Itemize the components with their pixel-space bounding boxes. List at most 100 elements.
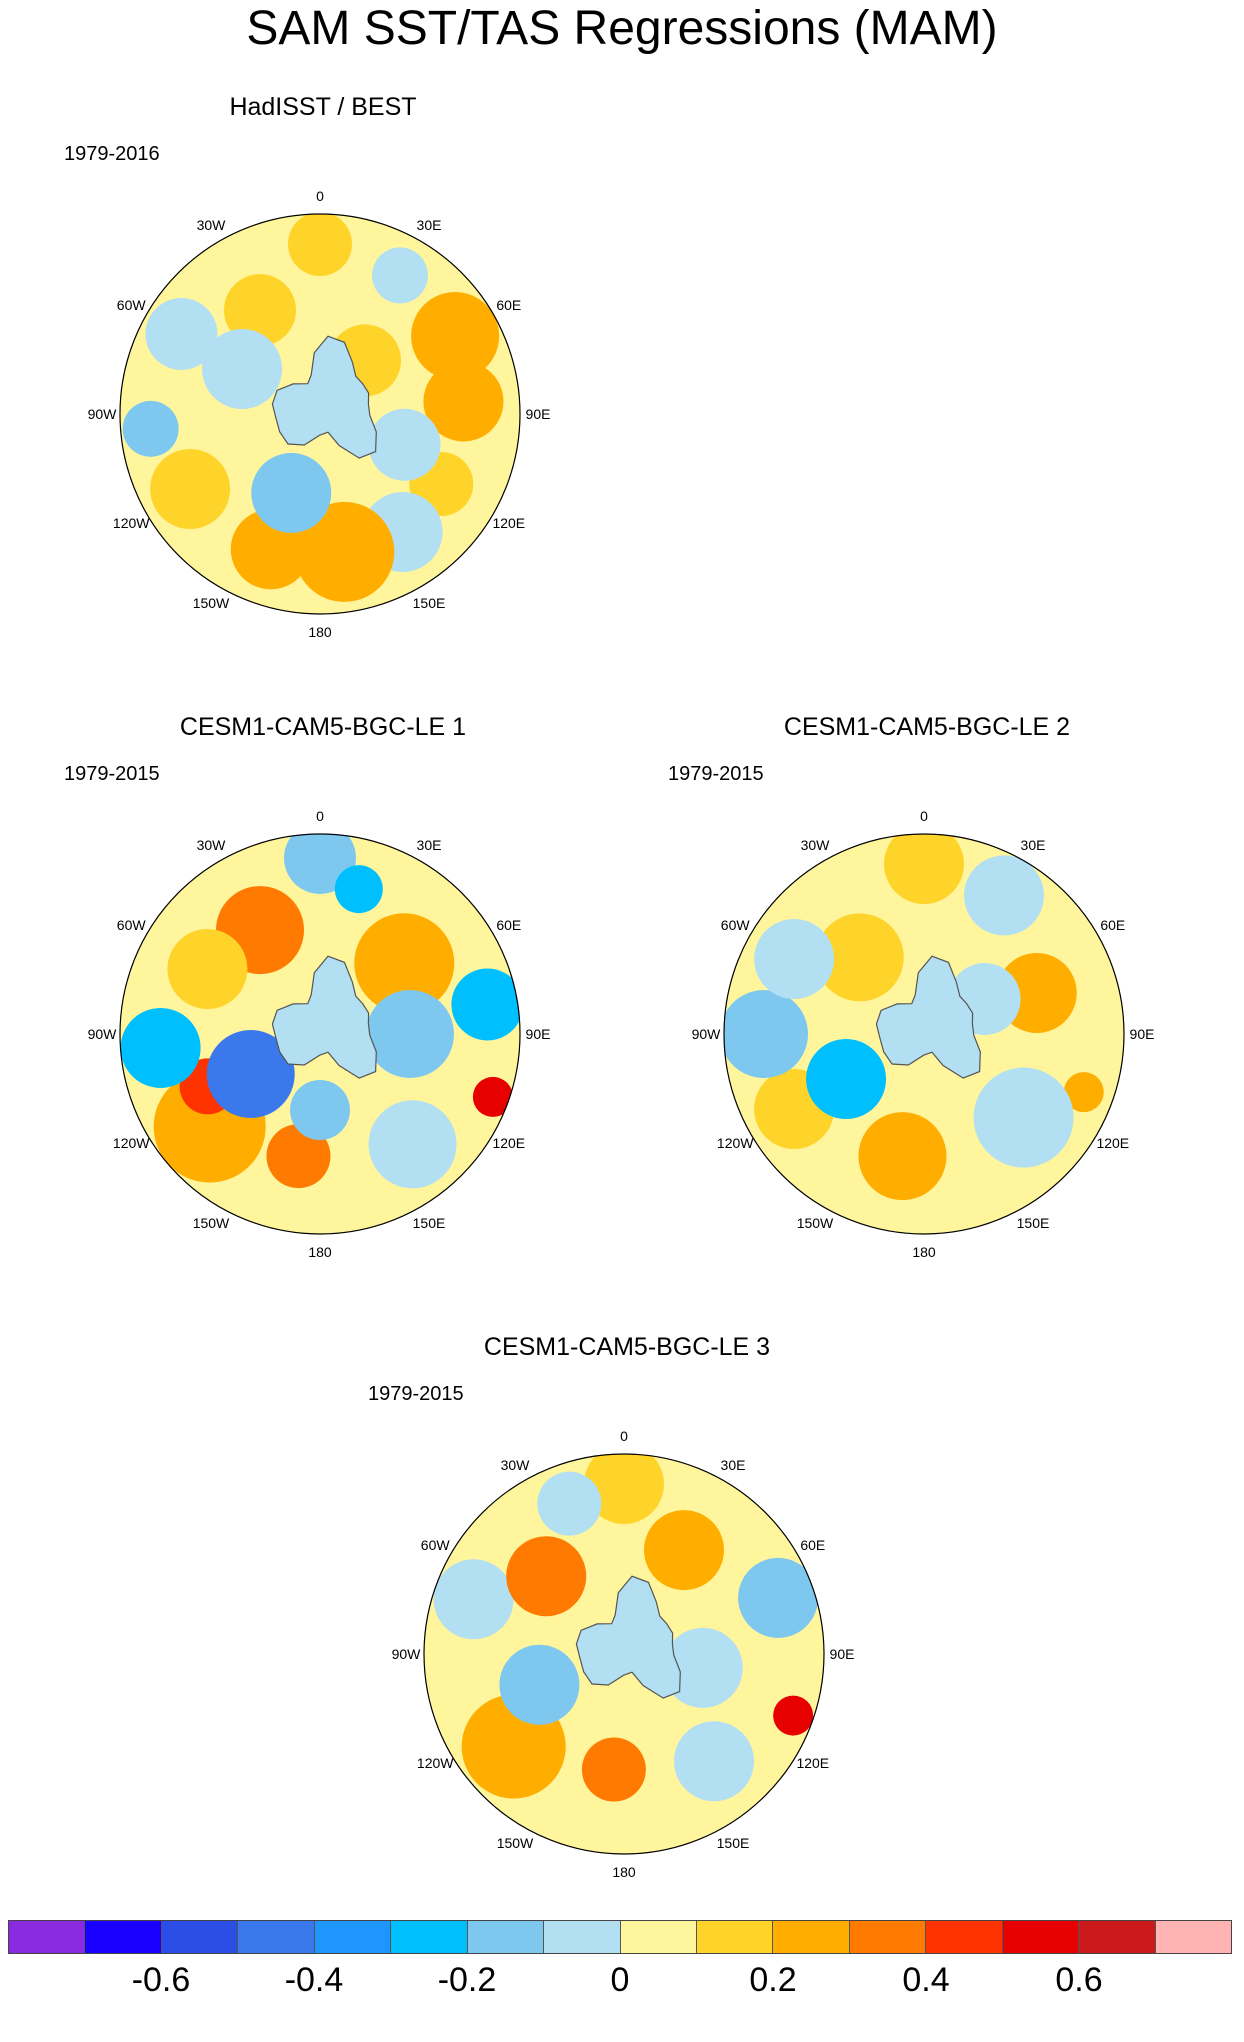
colorbar-tick-label: -0.6 [131, 1961, 191, 1999]
regression-anomaly-region [290, 1080, 350, 1140]
regression-anomaly-region [499, 1644, 580, 1725]
longitude-label: 30W [197, 837, 227, 853]
colorbar-swatch [9, 1921, 86, 1953]
longitude-label: 90E [526, 406, 551, 422]
longitude-label: 90W [692, 1026, 722, 1042]
longitude-label: 120E [492, 1135, 525, 1151]
regression-anomaly-region [773, 1695, 814, 1736]
longitude-label: 0 [316, 808, 324, 824]
longitude-label: 180 [612, 1864, 636, 1880]
regression-anomaly-region [858, 1112, 947, 1201]
regression-anomaly-region [537, 1471, 602, 1536]
panel-title: CESM1-CAM5-BGC-LE 2 [783, 713, 1071, 741]
panel-period: 1979-2015 [368, 1383, 464, 1405]
longitude-label: 60E [800, 1537, 825, 1553]
regression-anomaly-region [506, 1536, 587, 1617]
regression-anomaly-region [150, 449, 231, 529]
regression-anomaly-region [815, 913, 904, 1002]
regression-anomaly-region [334, 865, 383, 914]
antarctica-coastline [575, 1575, 681, 1699]
regression-anomaly-region [411, 292, 500, 380]
colorbar-swatch [1155, 1921, 1231, 1953]
regression-anomaly-region [673, 1721, 754, 1802]
longitude-label: 120W [417, 1755, 454, 1771]
colorbar-swatch [544, 1921, 621, 1953]
colorbar-swatch [1079, 1921, 1156, 1953]
colorbar-swatch [620, 1921, 697, 1953]
colorbar-tick-label: 0.6 [1055, 1961, 1103, 1999]
regression-anomaly-region [1063, 1072, 1104, 1113]
colorbar [8, 1920, 1232, 1954]
longitude-label: 90E [1130, 1026, 1155, 1042]
longitude-label: 150W [193, 595, 230, 611]
longitude-label: 0 [920, 808, 928, 824]
colorbar-tick-label: -0.2 [437, 1961, 497, 1999]
panel-period: 1979-2015 [64, 763, 160, 785]
map-boundary [119, 833, 521, 1235]
regression-anomaly-region [120, 1007, 201, 1088]
regression-anomaly-region [167, 929, 248, 1009]
longitude-label: 120W [717, 1135, 754, 1151]
map-panel-hadisst-best: HadISST / BEST 1979-2016 0 30E 60E 90E 120E 1… [58, 92, 618, 732]
regression-anomaly-region [724, 990, 808, 1078]
colorbar-swatch [849, 1921, 927, 1953]
longitude-label: 60W [721, 917, 751, 933]
colorbar-swatch [773, 1921, 850, 1953]
regression-anomaly-region [964, 855, 1044, 936]
map-panel-le-1: CESM1-CAM5-BGC-LE 1 1979-2015 0 30E 60E 90E… [58, 712, 618, 1352]
regression-anomaly-region [284, 834, 356, 894]
panel-title: HadISST / BEST [229, 93, 417, 121]
longitude-label: 180 [308, 1244, 332, 1260]
regression-anomaly-region [122, 400, 179, 457]
polar-map: 0 30E 60E 90E 120E 150E 180 150W 120W 90W 60W 30W [692, 808, 1155, 1260]
regression-anomaly-region [368, 1100, 457, 1189]
figure-title: SAM SST/TAS Regressions (MAM) [246, 2, 998, 55]
panel-title: CESM1-CAM5-BGC-LE 3 [483, 1333, 771, 1361]
regression-anomaly-region [366, 990, 454, 1078]
longitude-label: 150E [413, 595, 446, 611]
longitude-label: 60W [117, 917, 147, 933]
longitude-label: 150W [497, 1835, 534, 1851]
colorbar-swatch [467, 1921, 545, 1953]
colorbar-swatch [1002, 1921, 1080, 1953]
longitude-label: 150E [413, 1215, 446, 1231]
longitude-label: 120E [796, 1755, 829, 1771]
regression-anomaly-region [224, 274, 296, 347]
regression-anomaly-region [662, 1627, 743, 1708]
regression-anomaly-region [368, 408, 441, 481]
longitude-label: 150E [1017, 1215, 1050, 1231]
longitude-label: 90W [392, 1646, 422, 1662]
colorbar-swatch [314, 1921, 392, 1953]
map-boundary [723, 833, 1125, 1235]
map-boundary [119, 213, 521, 615]
antarctica-coastline [271, 955, 377, 1079]
regression-anomaly-region [294, 501, 395, 602]
longitude-label: 120E [1096, 1135, 1129, 1151]
longitude-label: 30W [801, 837, 831, 853]
colorbar-swatch [926, 1921, 1003, 1953]
longitude-label: 180 [308, 624, 332, 640]
colorbar-swatch [238, 1921, 315, 1953]
longitude-label: 30W [197, 217, 227, 233]
regression-anomaly-region [581, 1737, 646, 1802]
longitude-label: 30E [417, 217, 442, 233]
longitude-label: 60E [496, 917, 521, 933]
longitude-label: 180 [912, 1244, 936, 1260]
regression-anomaly-region [202, 329, 283, 409]
regression-anomaly-region [451, 968, 520, 1041]
longitude-label: 90E [526, 1026, 551, 1042]
longitude-label: 90E [830, 1646, 855, 1662]
colorbar-labels: -0.6 -0.4 -0.2 0 0.2 0.4 0.6 [0, 1960, 1244, 2010]
polar-map: 0 30E 60E 90E 120E 150E 180 150W 120W 90W 60W 30W [392, 1428, 855, 1880]
regression-anomaly-region [354, 913, 455, 1014]
regression-anomaly-region [754, 919, 835, 999]
longitude-label: 120W [113, 515, 150, 531]
regression-anomaly-region [145, 298, 218, 370]
colorbar-tick-label: -0.4 [284, 1961, 344, 1999]
colorbar-tick-label: 0.4 [902, 1961, 950, 1999]
panel-period: 1979-2015 [668, 763, 764, 785]
colorbar-swatch [391, 1921, 468, 1953]
colorbar-tick-label: 0.2 [749, 1961, 797, 1999]
regression-anomaly-region [288, 214, 352, 276]
colorbar-tick-label: 0 [610, 1961, 630, 1999]
